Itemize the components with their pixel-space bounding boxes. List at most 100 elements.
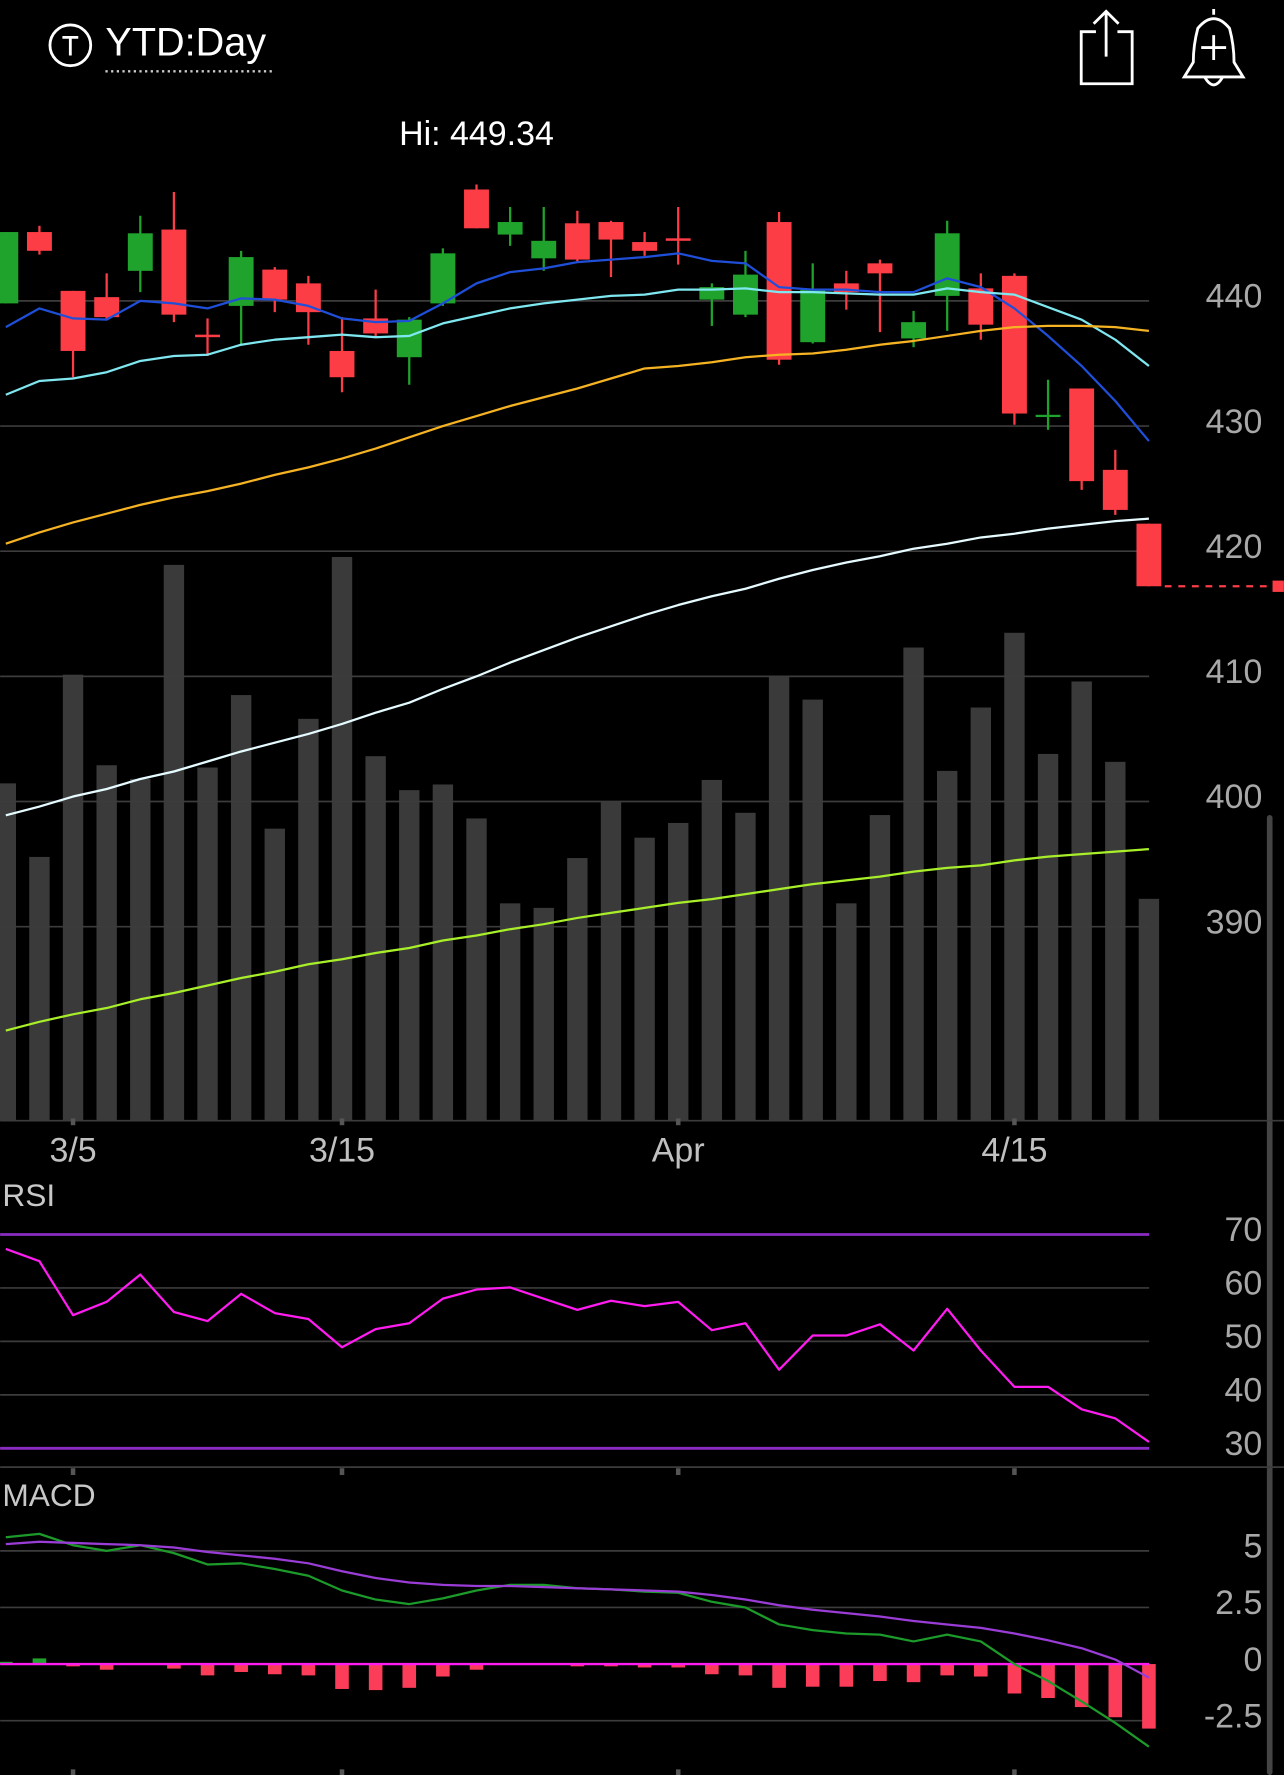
candle-body xyxy=(800,289,826,343)
histogram-bar xyxy=(974,1664,988,1677)
y-tick-label: 5 xyxy=(1243,1528,1262,1566)
histogram-bar xyxy=(99,1664,114,1670)
histogram-bar xyxy=(1142,1664,1156,1729)
indicator-line xyxy=(5,847,1150,1032)
candle-body xyxy=(665,238,691,241)
candle-body xyxy=(1102,469,1128,510)
candle-body xyxy=(531,240,557,259)
histogram-bar xyxy=(940,1664,954,1676)
y-tick-label: 390 xyxy=(1206,903,1263,941)
volume-bar xyxy=(1071,681,1092,1121)
candle-body xyxy=(1001,275,1027,414)
histogram-bar xyxy=(469,1664,484,1670)
volume-bar xyxy=(903,647,924,1121)
y-tick-label: 40 xyxy=(1225,1372,1263,1410)
y-tick-label: 440 xyxy=(1206,278,1263,316)
volume-bar xyxy=(600,801,622,1121)
timeframe-label: YTD:Day xyxy=(105,21,266,65)
high-annotation: Hi: 449.34 xyxy=(399,115,554,153)
timeframe-icon-glyph xyxy=(62,35,79,56)
histogram-bar xyxy=(637,1664,652,1668)
candle-body xyxy=(295,283,321,313)
share-button[interactable] xyxy=(1079,9,1134,86)
candle-body xyxy=(430,253,456,304)
x-tick-label: 3/5 xyxy=(49,1131,96,1169)
volume-bar xyxy=(634,837,655,1121)
volume-bar xyxy=(0,783,16,1121)
histogram-bar xyxy=(705,1664,719,1675)
y-tick-label: 430 xyxy=(1206,403,1263,441)
candle-body xyxy=(733,274,758,315)
volume-bar xyxy=(1037,753,1059,1121)
scrollbar xyxy=(1266,815,1273,1775)
y-tick-label: -2.5 xyxy=(1204,1697,1263,1735)
x-tick-label: 3/15 xyxy=(309,1131,375,1169)
volume-bar xyxy=(802,699,823,1121)
volume-bar xyxy=(264,828,285,1121)
volume-bar xyxy=(163,564,185,1121)
candle-body xyxy=(26,232,52,251)
histogram-bar xyxy=(839,1664,854,1687)
histogram-bar xyxy=(873,1664,887,1682)
candle-body xyxy=(833,283,859,293)
indicator-line xyxy=(5,1540,1150,1679)
candle-body xyxy=(127,233,153,271)
volume-bar xyxy=(29,856,50,1121)
candle-body xyxy=(0,232,19,304)
candle-body xyxy=(1035,414,1061,418)
volume-bar xyxy=(1004,632,1025,1121)
x-tick-label: Apr xyxy=(652,1131,705,1169)
candle-body xyxy=(867,263,893,274)
alert-icon xyxy=(1181,9,1246,87)
y-tick-label: 30 xyxy=(1225,1425,1263,1463)
y-tick-label: 420 xyxy=(1206,528,1263,566)
indicator-line xyxy=(5,517,1150,817)
candle-body xyxy=(396,319,422,358)
y-tick-label: 2.5 xyxy=(1215,1584,1262,1622)
volume-bar xyxy=(1105,761,1126,1121)
histogram-bar xyxy=(32,1658,47,1665)
panel-title: RSI xyxy=(2,1177,55,1213)
histogram-bar xyxy=(301,1664,316,1676)
candle-body xyxy=(934,233,960,296)
volume-bar xyxy=(96,765,117,1121)
volume-bar xyxy=(230,695,252,1121)
volume-bar xyxy=(836,903,857,1121)
histogram-bar xyxy=(267,1664,282,1675)
histogram-bar xyxy=(738,1664,753,1676)
histogram-bar xyxy=(1108,1664,1123,1718)
share-icon xyxy=(1079,9,1134,86)
timeframe-button[interactable]: YTD:Day xyxy=(48,21,275,73)
volume-bar xyxy=(701,779,723,1121)
volume-bar xyxy=(869,815,891,1121)
volume-bar xyxy=(937,770,958,1121)
histogram-bar xyxy=(234,1664,248,1672)
candle-body xyxy=(497,222,523,235)
volume-bar xyxy=(197,767,218,1121)
candle-body xyxy=(464,189,489,229)
candle-body xyxy=(262,269,288,300)
histogram-bar xyxy=(200,1664,215,1676)
candle-body xyxy=(1136,523,1162,587)
histogram-bar xyxy=(906,1664,921,1683)
indicator-line xyxy=(5,1247,1150,1443)
panel-title: MACD xyxy=(2,1477,95,1513)
y-tick-label: 60 xyxy=(1225,1265,1263,1303)
alert-button[interactable] xyxy=(1181,9,1246,87)
histogram-bar xyxy=(1074,1664,1089,1708)
y-tick-label: 50 xyxy=(1225,1318,1263,1356)
indicator-line xyxy=(5,324,1150,545)
candle-body xyxy=(329,350,355,378)
volume-bar xyxy=(533,907,554,1121)
y-tick-label: 400 xyxy=(1206,778,1263,816)
volume-bar xyxy=(298,718,319,1121)
candle-body xyxy=(94,297,120,318)
candle-body xyxy=(968,288,994,325)
histogram-bar xyxy=(805,1664,820,1687)
last-price-marker xyxy=(1272,580,1284,592)
y-tick-label: 410 xyxy=(1206,653,1263,691)
histogram-bar xyxy=(436,1664,450,1677)
volume-bar xyxy=(399,790,420,1121)
